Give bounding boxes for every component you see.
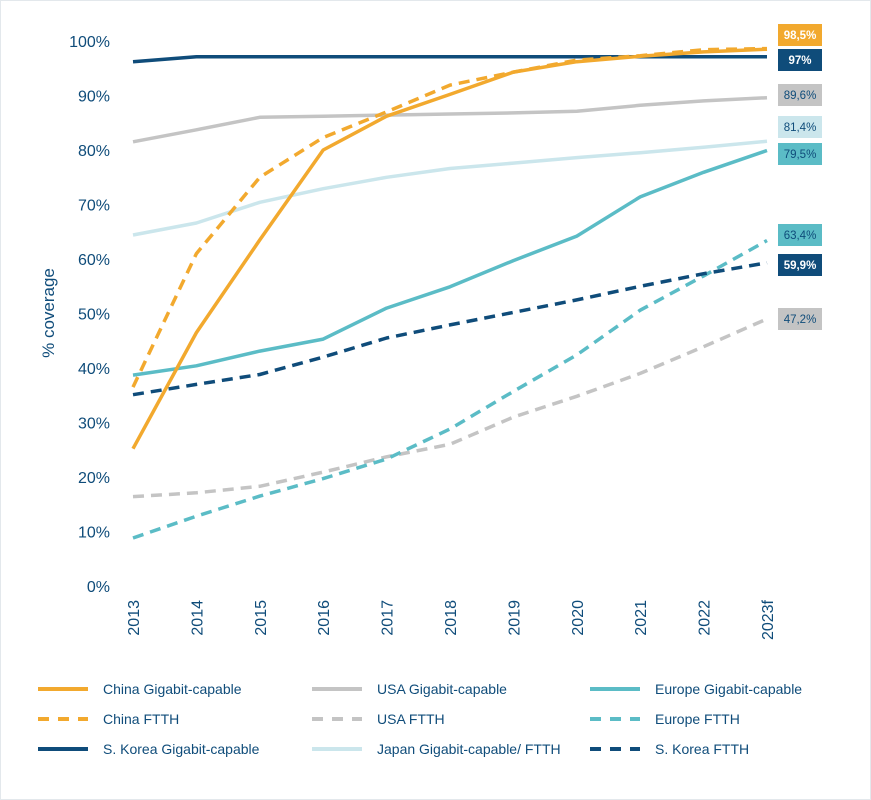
x-tick-label: 2020 (570, 600, 587, 636)
series-line-europe-gigabit-capable (132, 148, 768, 377)
y-tick-label: 20% (78, 470, 110, 487)
end-label-box (778, 254, 822, 276)
x-tick-label: 2017 (380, 600, 397, 636)
end-label-usa-gigabit-capable: 89,6% (778, 84, 822, 106)
end-label-box (778, 143, 822, 165)
end-label-text: 98,5% (784, 30, 817, 42)
y-axis-label: % coverage (39, 268, 58, 358)
legend-label: USA Gigabit-capable (377, 681, 507, 697)
y-tick-label: 10% (78, 525, 110, 542)
x-tick-label: 2022 (697, 600, 714, 636)
x-tick-label: 2023f (760, 599, 777, 640)
end-label-text: 47,2% (784, 314, 817, 326)
x-tick-label: 2018 (443, 600, 460, 636)
end-label-box (778, 116, 822, 138)
legend-item-japan-gigabit-capable-ftth: Japan Gigabit-capable/ FTTH (312, 741, 561, 757)
end-label-text: 59,9% (784, 260, 817, 272)
end-label-s-korea-ftth: 59,9% (778, 254, 822, 276)
series-lines (131, 46, 768, 540)
legend-label: China FTTH (103, 711, 179, 727)
end-label-europe-gigabit-capable: 79,5% (778, 143, 822, 165)
legend-label: USA FTTH (377, 711, 445, 727)
x-tick-label: 2019 (506, 600, 523, 636)
series-line-japan-gigabit-capable-ftth (132, 139, 768, 237)
series-line-usa-gigabit-capable (132, 95, 768, 144)
y-axis: 0% 10% 20% 30% 40% 50% 60% 70% 80% 90% 100% (69, 34, 110, 596)
y-tick-label: 0% (87, 579, 110, 596)
x-tick-label: 2015 (253, 600, 270, 636)
end-label-text: 97% (788, 55, 811, 67)
end-label-text: 79,5% (784, 149, 817, 161)
legend-label: S. Korea FTTH (655, 741, 749, 757)
end-label-box (778, 49, 822, 71)
y-tick-label: 80% (78, 143, 110, 160)
legend-item-usa-ftth: USA FTTH (312, 711, 445, 727)
legend-label: Europe Gigabit-capable (655, 681, 802, 697)
y-tick-label: 40% (78, 361, 110, 378)
end-label-europe-ftth: 63,4% (778, 224, 822, 246)
y-tick-label: 70% (78, 198, 110, 215)
legend-item-usa-gigabit-capable: USA Gigabit-capable (312, 681, 507, 697)
legend-item-china-gigabit-capable: China Gigabit-capable (38, 681, 242, 697)
legend-label: Europe FTTH (655, 711, 740, 727)
legend-label: Japan Gigabit-capable/ FTTH (377, 741, 561, 757)
legend: China Gigabit-capable USA Gigabit-capable… (38, 681, 802, 757)
legend-label: China Gigabit-capable (103, 681, 242, 697)
end-label-text: 81,4% (784, 122, 817, 134)
end-label-japan-gigabit-capable-ftth: 81,4% (778, 116, 822, 138)
end-label-box (778, 84, 822, 106)
legend-item-s-korea-ftth: S. Korea FTTH (590, 741, 749, 757)
x-tick-label: 2021 (633, 600, 650, 636)
series-line-usa-ftth (132, 317, 768, 499)
legend-item-china-ftth: China FTTH (38, 711, 179, 727)
x-tick-label: 2016 (316, 600, 333, 636)
series-line-s-korea-gigabit-capable (132, 55, 767, 64)
x-tick-label: 2014 (189, 600, 206, 636)
y-tick-label: 50% (78, 307, 110, 324)
legend-label: S. Korea Gigabit-capable (103, 741, 260, 757)
end-label-china-gigabit-capable: 98,5% (778, 24, 822, 46)
series-line-s-korea-ftth (132, 261, 768, 397)
end-label-usa-ftth: 47,2% (778, 308, 822, 330)
y-tick-label: 60% (78, 252, 110, 269)
y-tick-label: 100% (69, 34, 110, 51)
legend-item-europe-ftth: Europe FTTH (590, 711, 740, 727)
end-label-text: 89,6% (784, 90, 817, 102)
x-axis: 2013 2014 2015 2016 2017 2018 2019 2020 2021 2022… (126, 599, 777, 640)
end-label-s-korea-gigabit-capable: 97% (778, 49, 822, 71)
x-tick-label: 2013 (126, 600, 143, 636)
end-label-box (778, 224, 822, 246)
series-line-china-ftth (131, 46, 768, 388)
end-labels: 98,5% 89,6% 47,2% 79,5% 63,4% 97% 59,9% 81,4% (778, 24, 822, 330)
end-label-text: 63,4% (784, 230, 817, 242)
series-line-china-gigabit-capable (131, 47, 768, 450)
series-line-europe-ftth (132, 238, 768, 540)
end-label-box (778, 24, 822, 46)
legend-item-s-korea-gigabit-capable: S. Korea Gigabit-capable (38, 741, 260, 757)
end-label-box (778, 308, 822, 330)
legend-item-europe-gigabit-capable: Europe Gigabit-capable (590, 681, 802, 697)
y-tick-label: 90% (78, 89, 110, 106)
y-tick-label: 30% (78, 416, 110, 433)
